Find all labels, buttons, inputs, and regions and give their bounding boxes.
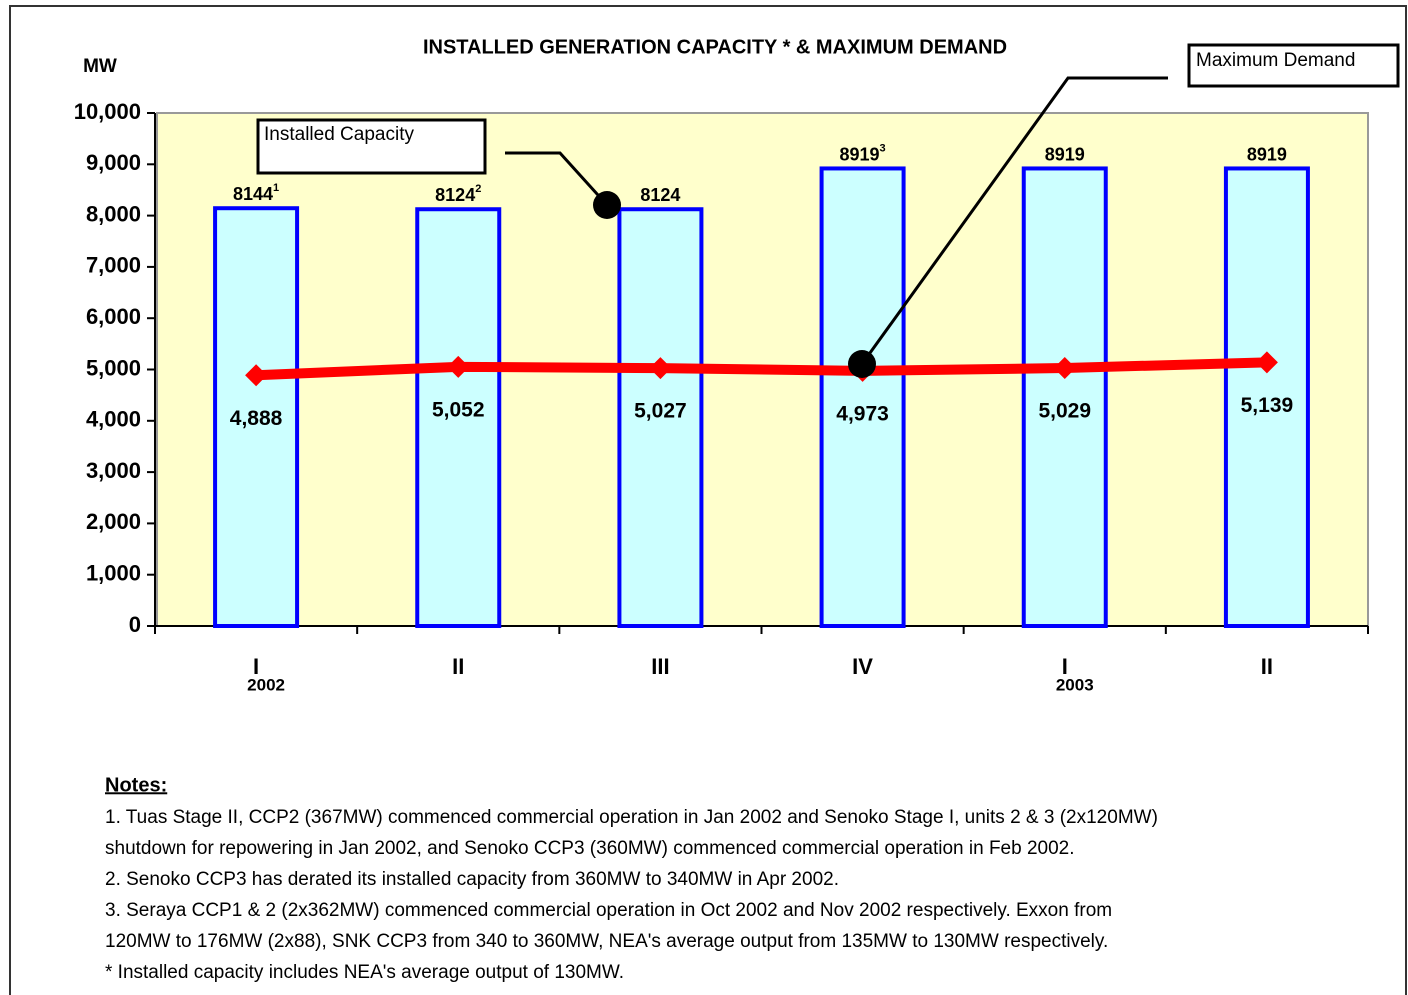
y-tick-label: 7,000 — [86, 253, 141, 278]
bar — [415, 207, 502, 628]
x-tick-label: I — [1062, 654, 1068, 679]
demand-value-label: 5,139 — [1241, 394, 1294, 417]
demand-value-label: 4,973 — [836, 402, 889, 425]
bar-value-label: 81441 — [233, 182, 279, 204]
note-line: 120MW to 176MW (2x88), SNK CCP3 from 340… — [105, 931, 1108, 952]
bar-value-label: 8124 — [640, 185, 680, 205]
chart-title: INSTALLED GENERATION CAPACITY * & MAXIMU… — [423, 36, 1007, 58]
x-tick-label: III — [651, 654, 669, 679]
legend-label: Installed Capacity — [264, 124, 414, 145]
bar-value-label: 8919 — [1045, 144, 1085, 164]
demand-marker — [1255, 351, 1278, 374]
legend-dot — [593, 191, 621, 219]
y-tick-label: 0 — [129, 612, 141, 637]
x-tick-label: II — [452, 654, 464, 679]
x-tick-label: II — [1261, 654, 1273, 679]
y-tick-label: 3,000 — [86, 458, 141, 483]
note-line: shutdown for repowering in Jan 2002, and… — [105, 838, 1075, 859]
demand-line — [255, 357, 1268, 381]
bar — [1223, 166, 1310, 629]
legend-dot — [848, 350, 876, 378]
demand-value-label: 5,029 — [1038, 400, 1091, 423]
bar-value-label: 81242 — [435, 183, 481, 205]
y-tick-label: 1,000 — [86, 561, 141, 586]
x-group-label: 2003 — [1056, 675, 1094, 694]
note-line: 1. Tuas Stage II, CCP2 (367MW) commenced… — [105, 807, 1158, 828]
demand-marker — [245, 364, 268, 387]
demand-value-label: 5,027 — [634, 400, 687, 423]
legend-label: Maximum Demand — [1196, 50, 1355, 71]
note-line: 3. Seraya CCP1 & 2 (2x362MW) commenced c… — [105, 900, 1112, 921]
legend-leader — [860, 76, 1168, 365]
bar-value-label: 8919 — [1247, 144, 1287, 164]
value-text: 8919 — [1247, 144, 1287, 164]
legend-leader — [505, 151, 609, 207]
y-axis-label: MW — [83, 56, 117, 77]
note-line: 2. Senoko CCP3 has derated its installed… — [105, 869, 839, 890]
bar — [819, 166, 906, 629]
x-tick-label: I — [253, 654, 259, 679]
demand-marker — [649, 357, 672, 380]
value-text: 8919 — [839, 144, 879, 164]
bar — [617, 207, 704, 628]
x-tick-label: IV — [852, 654, 873, 679]
y-tick-label: 2,000 — [86, 509, 141, 534]
y-tick-label: 6,000 — [86, 304, 141, 329]
y-tick-label: 10,000 — [74, 99, 141, 124]
notes-title: Notes: — [105, 774, 167, 796]
bar — [1021, 166, 1108, 629]
value-text: 8919 — [1045, 144, 1085, 164]
x-group-label: 2002 — [247, 675, 285, 694]
bar-value-label: 89193 — [839, 142, 885, 164]
value-text: 8144 — [233, 184, 273, 204]
value-text: 8124 — [640, 185, 680, 205]
y-tick-label: 8,000 — [86, 201, 141, 226]
legend-box — [1187, 43, 1400, 88]
value-footnote: 2 — [475, 183, 481, 195]
value-footnote: 3 — [880, 142, 886, 154]
frame — [9, 5, 1407, 995]
y-tick-label: 9,000 — [86, 150, 141, 175]
demand-value-label: 5,052 — [432, 398, 485, 421]
value-text: 8124 — [435, 185, 475, 205]
demand-marker — [447, 355, 470, 378]
legend-box — [256, 118, 487, 175]
demand-value-label: 4,888 — [230, 407, 283, 430]
y-tick-label: 4,000 — [86, 407, 141, 432]
demand-marker — [1053, 357, 1076, 380]
y-tick-label: 5,000 — [86, 355, 141, 380]
bar — [213, 206, 300, 628]
value-footnote: 1 — [273, 182, 279, 194]
note-line: * Installed capacity includes NEA's aver… — [105, 962, 624, 983]
